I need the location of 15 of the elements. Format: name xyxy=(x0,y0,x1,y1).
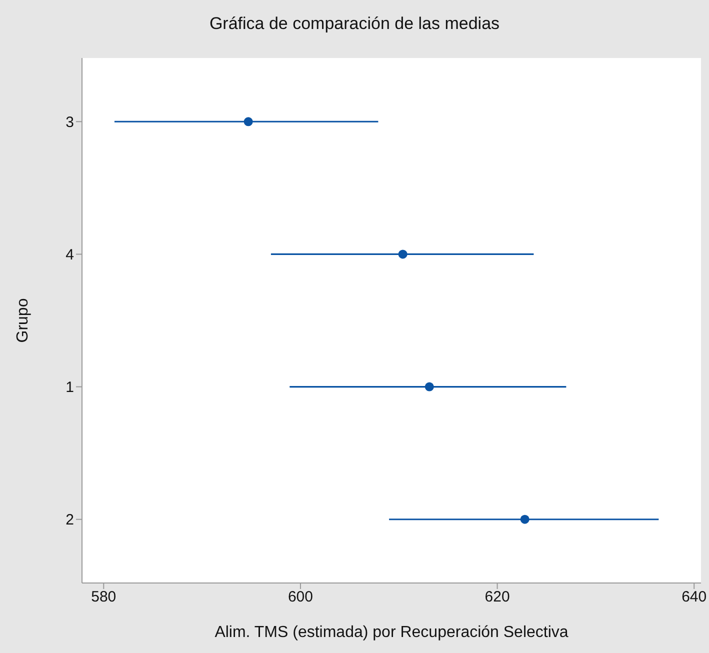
y-tick-label: 1 xyxy=(66,379,74,396)
x-axis-title: Alim. TMS (estimada) por Recuperación Selectiva xyxy=(214,624,568,641)
y-tick-label: 4 xyxy=(66,246,74,264)
x-tick-label: 620 xyxy=(484,588,510,606)
point xyxy=(424,382,434,392)
point xyxy=(398,250,408,259)
x-tick-label: 580 xyxy=(91,588,116,606)
point xyxy=(520,514,530,524)
chart-title: Gráfica de comparación de las medias xyxy=(208,14,501,34)
y-tick-label: 3 xyxy=(66,114,74,131)
y-tick-label: 2 xyxy=(66,512,74,529)
point xyxy=(244,117,253,126)
y-axis-title: Grupo xyxy=(14,298,32,343)
x-tick-label: 640 xyxy=(682,588,707,606)
x-tick-label: 600 xyxy=(288,588,313,606)
